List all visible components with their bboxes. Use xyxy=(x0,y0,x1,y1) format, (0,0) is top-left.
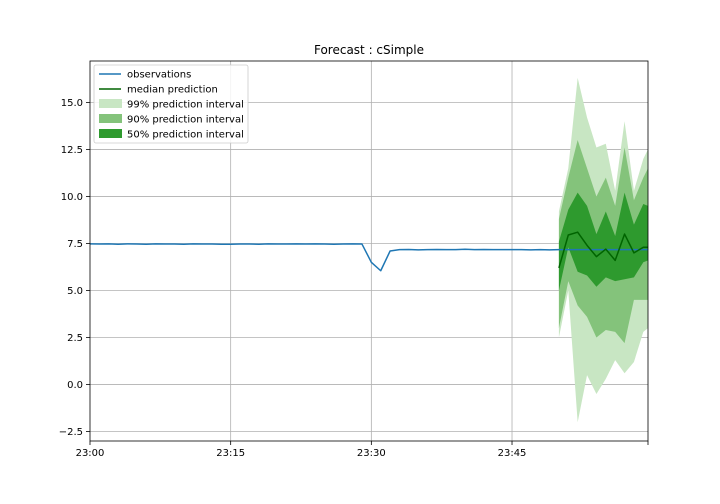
legend-patch-swatch xyxy=(99,129,122,138)
legend-label: 99% prediction interval xyxy=(127,100,244,111)
x-tick-label: 23:30 xyxy=(357,448,386,459)
legend-label: 90% prediction interval xyxy=(127,115,244,126)
chart-title: Forecast : cSimple xyxy=(314,43,424,57)
y-tick-label: 12.5 xyxy=(61,145,83,156)
x-tick-label: 23:00 xyxy=(76,448,105,459)
legend-patch-swatch xyxy=(99,99,122,108)
legend-label: median prediction xyxy=(127,85,218,96)
legend-label: 50% prediction interval xyxy=(127,130,244,141)
legend-patch-swatch xyxy=(99,114,122,123)
x-tick-label: 23:15 xyxy=(216,448,245,459)
y-tick-label: −2.5 xyxy=(59,427,83,438)
axes-frame xyxy=(89,60,649,442)
median-prediction-line xyxy=(558,231,648,269)
legend-box xyxy=(93,64,249,144)
y-tick-label: 15.0 xyxy=(61,98,83,109)
observations-line xyxy=(89,243,648,272)
y-tick-label: 10.0 xyxy=(61,192,83,203)
y-tick-label: 0.0 xyxy=(67,380,83,391)
y-tick-label: 2.5 xyxy=(67,333,83,344)
prediction-interval-band xyxy=(558,192,648,291)
y-tick-label: 5.0 xyxy=(67,286,83,297)
x-tick-label: 23:45 xyxy=(498,448,527,459)
plot-area: 23:00 23:15 23:30 23:45 −2.5 0.0 2.5 5.0 7.5 10.0… xyxy=(59,60,649,459)
y-tick-label: 7.5 xyxy=(67,239,83,250)
legend: observations median prediction 99% predict… xyxy=(93,64,249,144)
legend-label: observations xyxy=(127,70,191,81)
